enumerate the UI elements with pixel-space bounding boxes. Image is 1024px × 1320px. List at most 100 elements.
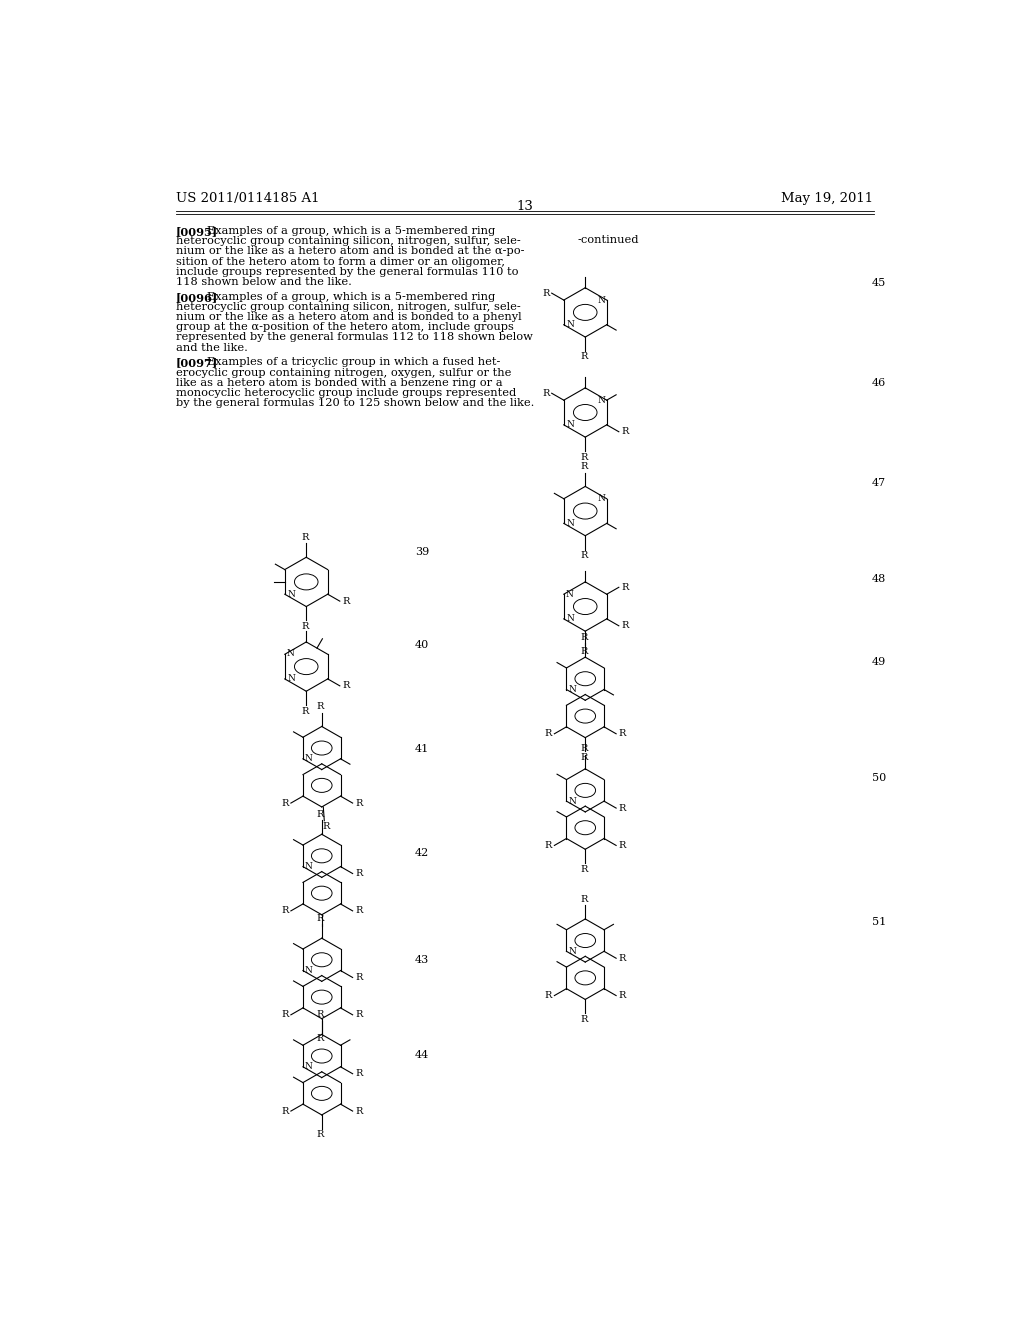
Text: R: R [622,428,629,436]
Text: Examples of a group, which is a 5-membered ring: Examples of a group, which is a 5-member… [207,226,496,236]
Text: R: R [580,752,588,762]
Text: R: R [580,865,588,874]
Text: R: R [355,907,362,915]
Text: R: R [622,583,629,591]
Text: R: R [355,1010,362,1019]
Text: R: R [301,706,308,715]
Text: R: R [342,597,349,606]
Text: R: R [342,681,349,690]
Text: US 2011/0114185 A1: US 2011/0114185 A1 [176,191,319,205]
Text: N: N [568,797,575,805]
Text: include groups represented by the general formulas 110 to: include groups represented by the genera… [176,267,518,277]
Text: N: N [597,396,605,405]
Text: 40: 40 [415,640,429,649]
Text: 13: 13 [516,199,534,213]
Text: R: R [618,954,626,962]
Text: N: N [566,321,574,329]
Text: R: R [580,632,588,642]
Text: 51: 51 [872,917,886,927]
Text: R: R [282,1010,289,1019]
Text: R: R [545,991,552,1001]
Text: 47: 47 [872,478,886,488]
Text: May 19, 2011: May 19, 2011 [781,191,873,205]
Text: N: N [566,614,574,623]
Text: 39: 39 [415,548,429,557]
Text: 48: 48 [872,574,886,585]
Text: and the like.: and the like. [176,343,248,352]
Text: R: R [545,841,552,850]
Text: 42: 42 [415,847,429,858]
Text: N: N [568,685,575,694]
Text: N: N [565,590,573,599]
Text: N: N [597,296,605,305]
Text: N: N [597,494,605,503]
Text: N: N [566,420,574,429]
Text: R: R [355,973,362,982]
Text: R: R [545,729,552,738]
Text: N: N [304,754,312,763]
Text: R: R [618,991,626,1001]
Text: heterocyclic group containing silicon, nitrogen, sulfur, sele-: heterocyclic group containing silicon, n… [176,236,521,247]
Text: R: R [580,647,588,656]
Text: heterocyclic group containing silicon, nitrogen, sulfur, sele-: heterocyclic group containing silicon, n… [176,302,521,312]
Text: sition of the hetero atom to form a dimer or an oligomer,: sition of the hetero atom to form a dime… [176,256,505,267]
Text: R: R [542,389,549,397]
Text: 44: 44 [415,1051,429,1060]
Text: R: R [618,841,626,850]
Text: R: R [580,744,588,754]
Text: Examples of a tricyclic group in which a fused het-: Examples of a tricyclic group in which a… [207,358,501,367]
Text: R: R [316,1010,324,1019]
Text: R: R [355,1106,362,1115]
Text: R: R [580,895,588,904]
Text: N: N [304,862,312,871]
Text: group at the α-position of the hetero atom, include groups: group at the α-position of the hetero at… [176,322,514,333]
Text: 118 shown below and the like.: 118 shown below and the like. [176,277,352,286]
Text: nium or the like as a hetero atom and is bonded at the α-po-: nium or the like as a hetero atom and is… [176,247,524,256]
Text: R: R [580,453,588,462]
Text: represented by the general formulas 112 to 118 shown below: represented by the general formulas 112 … [176,333,532,342]
Text: R: R [542,289,549,297]
Text: N: N [304,966,312,975]
Text: -continued: -continued [578,235,639,246]
Text: R: R [355,799,362,808]
Text: R: R [355,869,362,878]
Text: R: R [355,1069,362,1078]
Text: R: R [323,822,330,832]
Text: [0097]: [0097] [176,358,218,368]
Text: 50: 50 [872,774,886,783]
Text: R: R [282,1106,289,1115]
Text: R: R [301,622,308,631]
Text: like as a hetero atom is bonded with a benzene ring or a: like as a hetero atom is bonded with a b… [176,378,503,388]
Text: Examples of a group, which is a 5-membered ring: Examples of a group, which is a 5-member… [207,292,496,302]
Text: monocyclic heterocyclic group include groups represented: monocyclic heterocyclic group include gr… [176,388,516,397]
Text: R: R [580,352,588,362]
Text: R: R [316,810,324,818]
Text: R: R [316,913,324,923]
Text: R: R [580,1015,588,1024]
Text: R: R [580,462,588,471]
Text: R: R [282,799,289,808]
Text: 45: 45 [872,277,886,288]
Text: R: R [618,804,626,813]
Text: R: R [282,907,289,915]
Text: N: N [287,675,295,684]
Text: N: N [287,590,295,599]
Text: R: R [301,533,308,543]
Text: R: R [316,1130,324,1139]
Text: 46: 46 [872,378,886,388]
Text: R: R [316,1034,324,1043]
Text: R: R [618,729,626,738]
Text: [0096]: [0096] [176,292,218,302]
Text: 43: 43 [415,956,429,965]
Text: 41: 41 [415,743,429,754]
Text: erocyclic group containing nitrogen, oxygen, sulfur or the: erocyclic group containing nitrogen, oxy… [176,367,511,378]
Text: R: R [316,702,324,711]
Text: N: N [287,649,294,657]
Text: by the general formulas 120 to 125 shown below and the like.: by the general formulas 120 to 125 shown… [176,399,535,408]
Text: N: N [304,1063,312,1072]
Text: N: N [568,946,575,956]
Text: nium or the like as a hetero atom and is bonded to a phenyl: nium or the like as a hetero atom and is… [176,312,521,322]
Text: 49: 49 [872,657,886,668]
Text: R: R [622,622,629,630]
Text: N: N [566,519,574,528]
